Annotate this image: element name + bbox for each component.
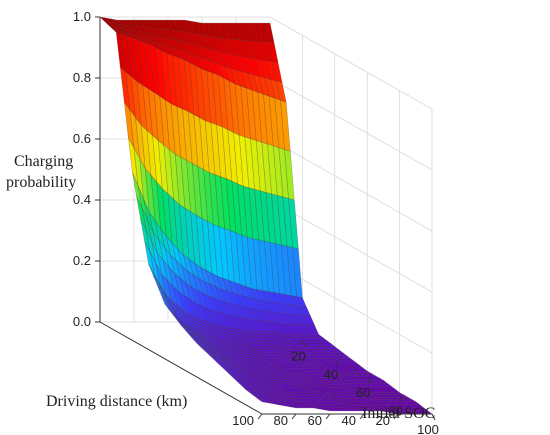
axes <box>95 16 436 421</box>
z-tick-label: 0.4 <box>73 192 91 207</box>
surface-cell <box>290 404 303 409</box>
z-tick-label: 1.0 <box>73 9 91 24</box>
surface-cell <box>330 407 343 412</box>
x-tick-mark <box>399 395 404 402</box>
x-tick-label: 100 <box>417 422 439 435</box>
x-tick-label: 60 <box>356 385 370 400</box>
surface-cell <box>388 409 399 415</box>
surface-plot <box>99 16 433 415</box>
surface-cell <box>382 409 393 414</box>
surface-cell <box>280 402 291 408</box>
surface-cell <box>263 399 274 405</box>
y-tick-label: 40 <box>342 413 356 428</box>
x-tick-mark <box>431 413 436 421</box>
z-axis-title-line-1: Charging <box>14 153 73 170</box>
surface-cell <box>269 400 280 406</box>
x-tick-mark <box>301 340 306 347</box>
surface-cell <box>296 404 309 409</box>
y-tick-mark <box>359 413 365 420</box>
y-tick-label: 20 <box>376 413 390 428</box>
wall-gridline <box>100 16 433 110</box>
z-axis-title-line-2: probability <box>6 174 76 191</box>
surface-cell <box>364 408 377 412</box>
x-tick-mark <box>366 376 371 384</box>
y-tick-label: 60 <box>308 413 322 428</box>
z-tick-label: 0.6 <box>73 131 91 146</box>
z-tick-label: 0.0 <box>73 314 91 329</box>
y-tick-mark <box>393 413 399 420</box>
y-tick-label: 100 <box>232 413 254 428</box>
x-tick-mark <box>334 358 339 366</box>
surface-cell <box>274 401 285 407</box>
z-tick-label: 0.8 <box>73 70 91 85</box>
surface-cell <box>314 406 325 411</box>
y-axis-line <box>99 321 263 415</box>
surface-cell <box>286 403 297 409</box>
y-tick-label: 80 <box>274 413 288 428</box>
y-axis-title: Driving distance (km) <box>46 393 187 410</box>
x-tick-label: 40 <box>324 367 338 382</box>
x-axis-title: Initial SOC <box>362 405 435 422</box>
x-tick-label: 80 <box>388 404 402 419</box>
z-tick-label: 0.2 <box>73 253 91 268</box>
y-tick-mark <box>325 413 331 420</box>
x-tick-label: 20 <box>291 348 305 363</box>
y-tick-mark <box>291 413 297 420</box>
surface-cell <box>341 407 354 412</box>
y-tick-mark <box>257 413 263 420</box>
